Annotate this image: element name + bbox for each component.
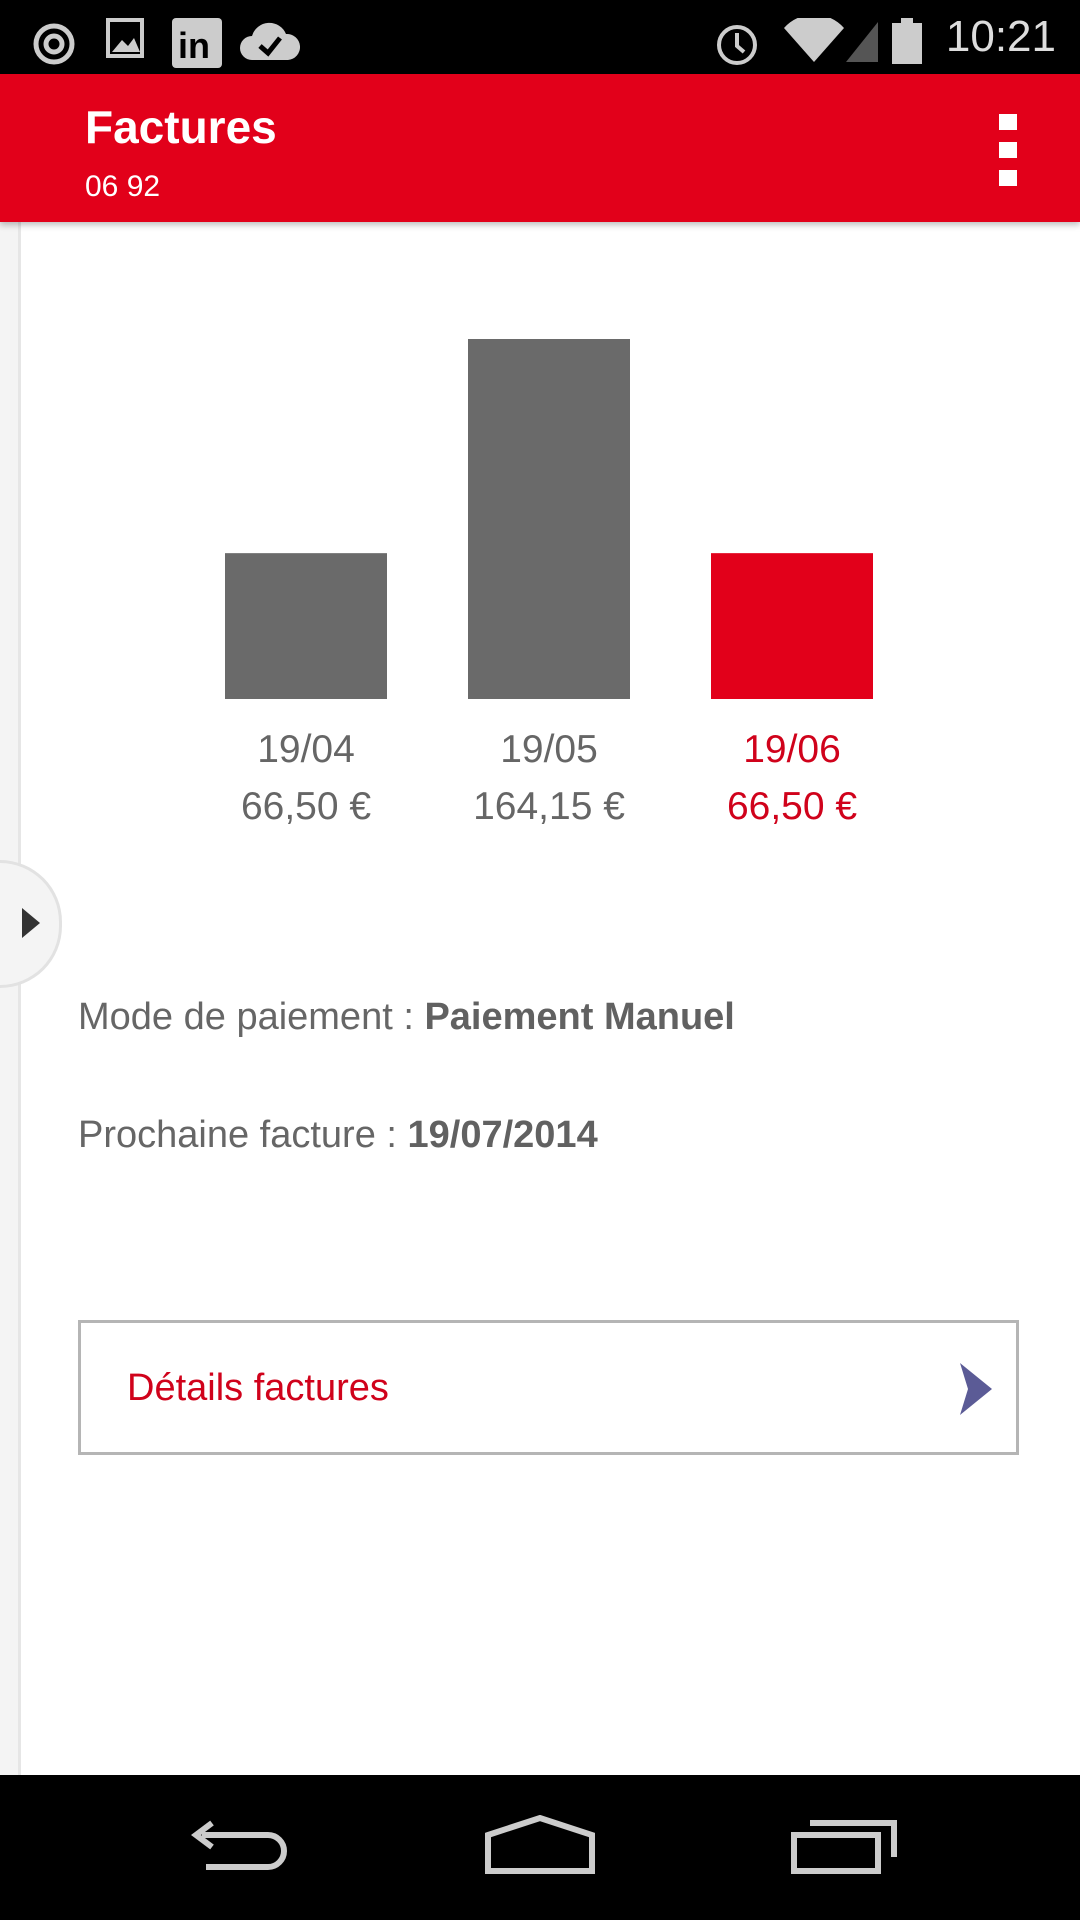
next-bill: Prochaine facture : 19/07/2014: [78, 1114, 598, 1157]
category-label: 19/04: [257, 728, 355, 771]
payment-mode-label: Mode de paiement :: [78, 996, 425, 1038]
bar-19/06[interactable]: [711, 553, 873, 699]
more-vert-icon[interactable]: [994, 114, 1022, 186]
page-title: Factures: [85, 101, 277, 153]
play-arrow-icon[interactable]: [22, 908, 40, 938]
home-icon[interactable]: [484, 1815, 596, 1875]
wifi-icon: [784, 18, 878, 62]
details-bills-label: Détails factures: [127, 1367, 389, 1409]
category-label: 19/06: [743, 728, 841, 771]
value-label: 164,15 €: [473, 785, 625, 828]
back-icon[interactable]: [188, 1815, 292, 1875]
drawer-edge: [0, 222, 21, 1775]
category-label: 19/05: [500, 728, 598, 771]
navigation-bar: [0, 1775, 1080, 1920]
recent-apps-icon[interactable]: [790, 1815, 900, 1875]
clock: 10:21: [945, 12, 1056, 61]
bar-19/04[interactable]: [225, 553, 387, 699]
details-bills-button[interactable]: Détails factures: [78, 1320, 1019, 1455]
next-bill-value: 19/07/2014: [407, 1114, 598, 1156]
image-icon: [106, 18, 144, 58]
next-bill-label: Prochaine facture :: [78, 1114, 408, 1156]
bills-chart: 19/04 66,50 € 19/05 164,15 € 19/06 66,50 €: [225, 339, 873, 828]
status-bar: in 10:21: [0, 0, 1080, 74]
page-subtitle: 06 92: [85, 170, 161, 203]
battery-icon: [892, 18, 922, 64]
sync-icon: [33, 23, 75, 65]
alarm-icon: [717, 25, 757, 65]
payment-mode: Mode de paiement : Paiement Manuel: [78, 996, 735, 1039]
bar-19/05[interactable]: [468, 339, 630, 699]
value-label: 66,50 €: [241, 785, 371, 828]
svg-text:in: in: [178, 25, 210, 66]
app-bar: Factures 06 92: [0, 74, 1080, 222]
chevron-right-icon: [960, 1363, 992, 1415]
cloud-check-icon: [240, 22, 300, 60]
value-label: 66,50 €: [727, 785, 857, 828]
payment-mode-value: Paiement Manuel: [424, 996, 735, 1038]
linkedin-icon: in: [172, 18, 222, 68]
